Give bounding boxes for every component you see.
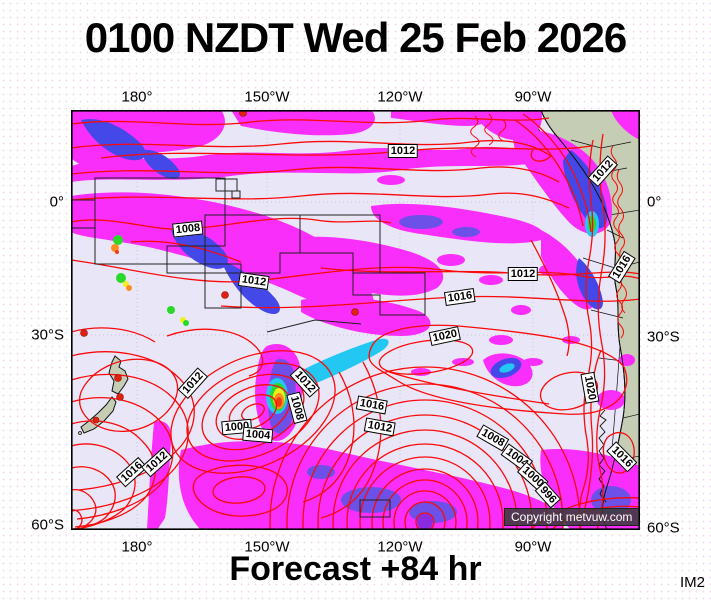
island-markers (80, 110, 359, 424)
axis-label-bottom: 120°W (377, 538, 423, 556)
axis-label-top: 90°W (514, 88, 552, 106)
axis-label-top: 120°W (377, 88, 423, 106)
model-tag: IM2 (679, 574, 705, 591)
copyright-watermark: Copyright metvuw.com (504, 508, 640, 526)
page-title: 0100 NZDT Wed 25 Feb 2026 (84, 14, 627, 61)
axis-label-left: 60°S (31, 516, 64, 534)
axis-label-left: 0° (49, 193, 64, 211)
isobar-label: 1004 (242, 426, 274, 444)
graticule (71, 110, 640, 530)
axis-label-right: 30°S (647, 328, 680, 346)
rain-intense-cells (111, 211, 599, 414)
axis-label-bottom: 90°W (514, 538, 552, 556)
axis-label-left: 30°S (31, 326, 64, 344)
forecast-hour-label: Forecast +84 hr (229, 550, 482, 588)
axis-label-bottom: 180° (121, 538, 153, 556)
map-frame (71, 110, 640, 530)
isobar-label: 1012 (507, 267, 539, 281)
axis-label-top: 150°W (244, 88, 290, 106)
axis-label-top: 180° (121, 88, 153, 106)
region-boundaries (71, 177, 426, 518)
axis-label-right: 0° (647, 193, 662, 211)
weather-map: 1012 1008 1012 1012 1016 1020 1012 1016 1020 1016… (71, 110, 640, 530)
axis-label-right: 60°S (647, 519, 680, 537)
axis-label-bottom: 150°W (244, 538, 290, 556)
isobar-label: 1012 (387, 144, 419, 158)
